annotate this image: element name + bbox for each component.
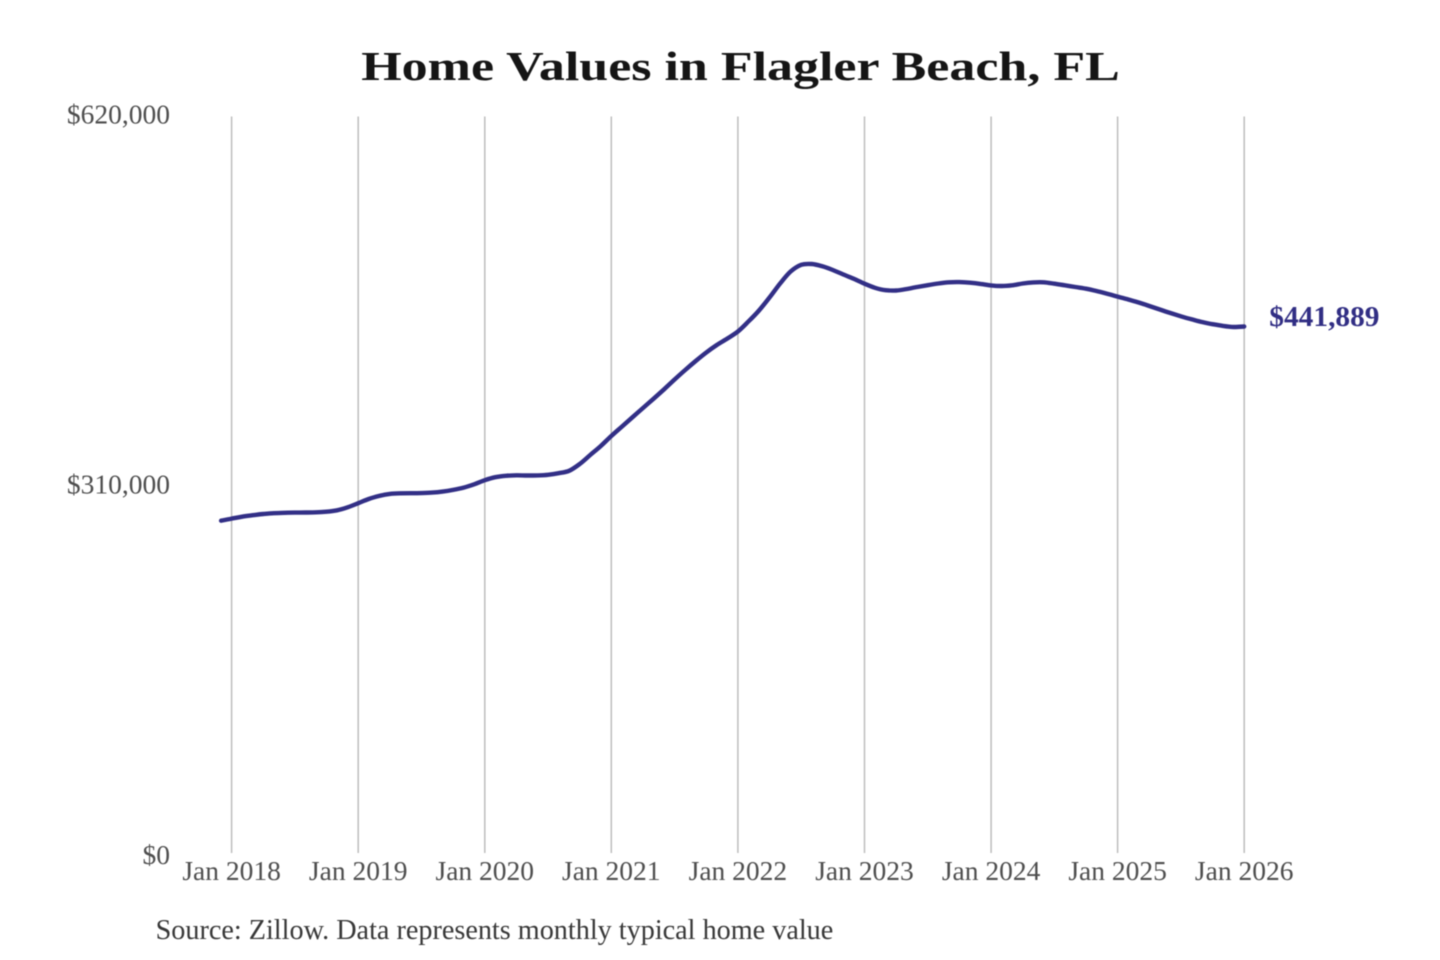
svg-text:Jan 2022: Jan 2022 xyxy=(689,855,788,886)
svg-text:Home Values in Flagler Beach,: Home Values in Flagler Beach, FL xyxy=(361,43,1120,89)
svg-text:Source: Zillow. Data represent: Source: Zillow. Data represents monthly … xyxy=(156,915,834,946)
svg-text:Jan 2020: Jan 2020 xyxy=(436,855,535,886)
svg-text:Jan 2023: Jan 2023 xyxy=(815,855,914,886)
svg-text:Jan 2024: Jan 2024 xyxy=(942,855,1041,886)
svg-text:Jan 2019: Jan 2019 xyxy=(309,855,408,886)
svg-text:Jan 2018: Jan 2018 xyxy=(182,855,281,886)
svg-text:Jan 2026: Jan 2026 xyxy=(1195,855,1294,886)
svg-text:$0: $0 xyxy=(143,839,171,870)
svg-text:$310,000: $310,000 xyxy=(67,468,170,499)
svg-text:$620,000: $620,000 xyxy=(67,98,170,129)
svg-text:$441,889: $441,889 xyxy=(1269,302,1379,333)
svg-text:Jan 2025: Jan 2025 xyxy=(1068,855,1167,886)
svg-text:Jan 2021: Jan 2021 xyxy=(562,855,661,886)
